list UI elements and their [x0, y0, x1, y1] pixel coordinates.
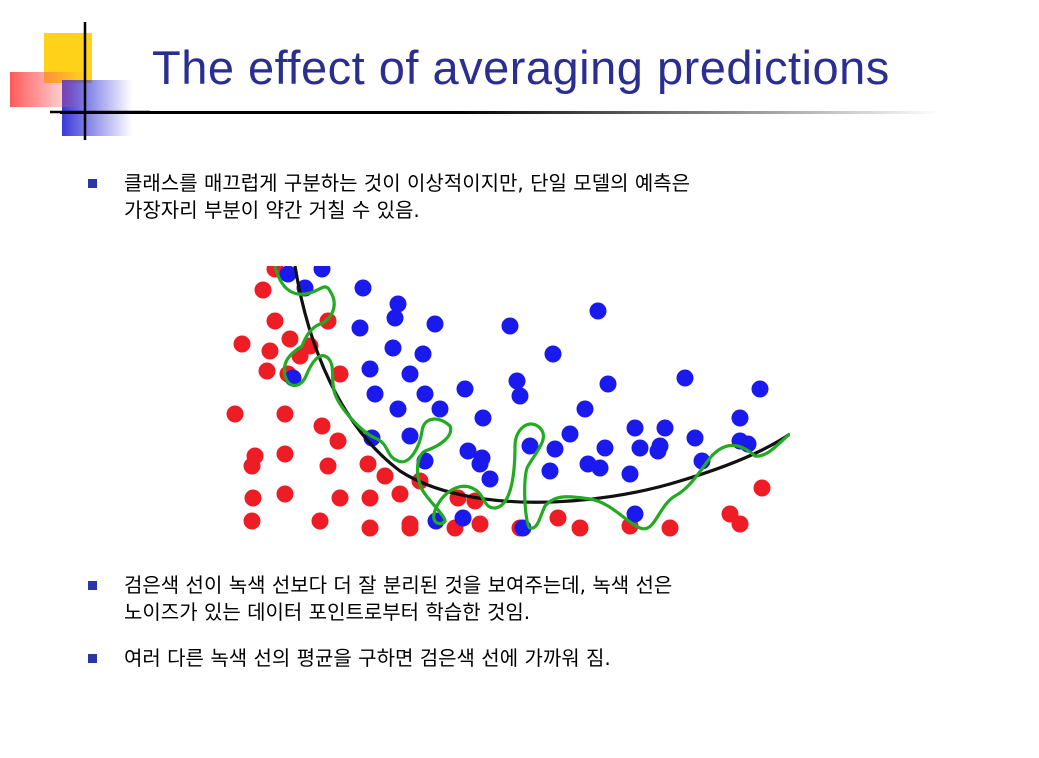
blue-point	[731, 409, 749, 427]
blue-point	[544, 345, 562, 363]
blue-point	[589, 302, 607, 320]
blue-point	[401, 427, 419, 445]
smooth-boundary-line	[293, 266, 790, 504]
red-point	[243, 457, 261, 475]
red-point	[471, 515, 489, 533]
blue-point	[561, 425, 579, 443]
red-point	[753, 479, 771, 497]
blue-point	[279, 266, 297, 283]
noisy-boundary-line	[273, 266, 790, 531]
red-point	[376, 467, 394, 485]
blue-point	[401, 365, 419, 383]
blue-point	[481, 470, 499, 488]
red-point	[571, 519, 589, 537]
blue-point	[474, 409, 492, 427]
slide-logo	[10, 22, 150, 140]
red-point	[261, 342, 279, 360]
bullet-2-line-1: 검은색 선이 녹색 선보다 더 잘 분리된 것을 보여주는데, 녹색 선은	[124, 573, 673, 597]
bullet-marker	[88, 581, 97, 590]
red-point	[359, 455, 377, 473]
decision-boundary-figure	[226, 266, 790, 537]
red-point	[281, 330, 299, 348]
blue-point	[631, 439, 649, 457]
blue-point	[626, 505, 644, 523]
blue-point	[591, 459, 609, 477]
bullet-marker	[88, 179, 97, 188]
bullet-3: 여러 다른 녹색 선의 평균을 구하면 검은색 선에 가까워 짐.	[88, 645, 918, 672]
blue-point	[508, 372, 526, 390]
blue-point	[361, 360, 379, 378]
red-point	[329, 432, 347, 450]
red-points	[226, 266, 771, 537]
blue-point	[426, 315, 444, 333]
bullet-1: 클래스를 매끄럽게 구분하는 것이 이상적이지만, 단일 모델의 예측은 가장자…	[88, 170, 918, 224]
blue-point	[454, 509, 472, 527]
red-point	[661, 519, 679, 537]
blue-point	[313, 266, 331, 278]
red-point	[226, 405, 244, 423]
red-point	[311, 512, 329, 530]
blue-point	[656, 419, 674, 437]
blue-point	[676, 369, 694, 387]
blue-point	[511, 387, 529, 405]
red-point	[244, 489, 262, 507]
blue-point	[626, 419, 644, 437]
red-point	[721, 505, 739, 523]
red-point	[401, 519, 419, 537]
bullet-3-line-1: 여러 다른 녹색 선의 평균을 구하면 검은색 선에 가까워 짐.	[124, 646, 611, 670]
red-point	[254, 281, 272, 299]
blue-point	[751, 380, 769, 398]
blue-point	[389, 295, 407, 313]
blue-point	[351, 319, 369, 337]
blue-point	[686, 429, 704, 447]
blue-point	[354, 279, 372, 297]
blue-point	[366, 385, 384, 403]
blue-point	[521, 437, 539, 455]
blue-point	[389, 400, 407, 418]
red-point	[276, 485, 294, 503]
blue-point	[501, 317, 519, 335]
blue-point	[414, 345, 432, 363]
blue-point	[599, 375, 617, 393]
red-point	[319, 457, 337, 475]
blue-point	[621, 465, 639, 483]
blue-point	[386, 309, 404, 327]
red-point	[361, 489, 379, 507]
red-point	[361, 519, 379, 537]
red-point	[233, 335, 251, 353]
blue-point	[459, 442, 477, 460]
bullet-2: 검은색 선이 녹색 선보다 더 잘 분리된 것을 보여주는데, 녹색 선은 노이…	[88, 572, 918, 626]
blue-point	[416, 385, 434, 403]
blue-point	[576, 400, 594, 418]
blue-point	[384, 339, 402, 357]
red-point	[331, 489, 349, 507]
red-point	[276, 445, 294, 463]
red-point	[549, 509, 567, 527]
blue-point	[541, 462, 559, 480]
bullet-marker	[88, 654, 97, 663]
blue-point	[471, 455, 489, 473]
red-point	[391, 485, 409, 503]
red-point	[243, 512, 261, 530]
red-point	[258, 362, 276, 380]
red-point	[276, 405, 294, 423]
title-divider	[60, 111, 940, 114]
blue-point	[649, 442, 667, 460]
bullet-2-line-2: 노이즈가 있는 데이터 포인트로부터 학습한 것임.	[124, 600, 531, 624]
blue-point	[431, 400, 449, 418]
blue-point	[546, 440, 564, 458]
red-point	[313, 417, 331, 435]
slide-title: The effect of averaging predictions	[152, 41, 890, 94]
red-point	[266, 312, 284, 330]
red-point	[331, 365, 349, 383]
blue-point	[456, 380, 474, 398]
blue-point	[596, 439, 614, 457]
bullet-1-line-1: 클래스를 매끄럽게 구분하는 것이 이상적이지만, 단일 모델의 예측은	[124, 171, 691, 195]
bullet-1-line-2: 가장자리 부분이 약간 거칠 수 있음.	[124, 198, 420, 222]
